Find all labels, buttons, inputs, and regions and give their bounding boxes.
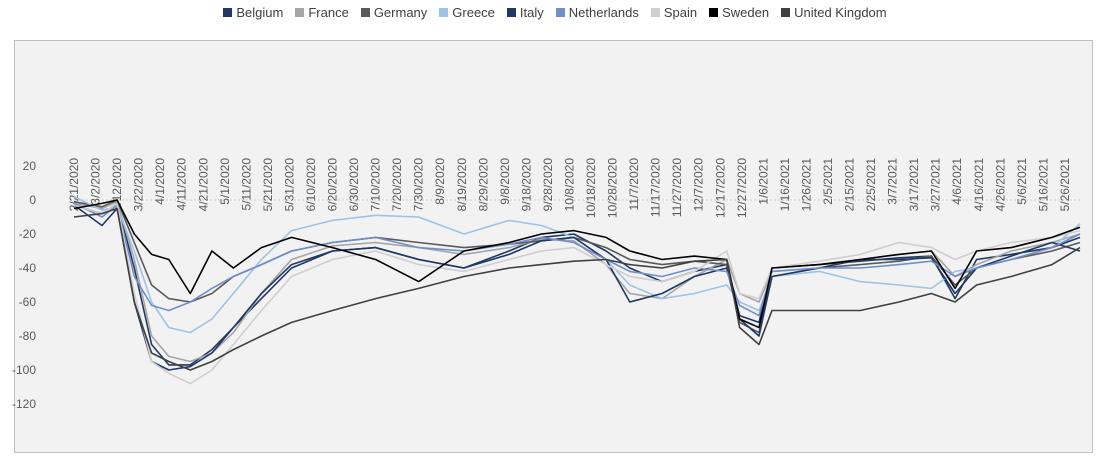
legend-swatch — [439, 7, 449, 17]
legend-label: Germany — [373, 4, 428, 20]
legend-item: France — [295, 4, 349, 20]
y-tick-label: 20 — [23, 159, 37, 173]
x-tick-label: 3/27/2021 — [929, 158, 943, 212]
x-tick-label: 5/26/2021 — [1058, 158, 1072, 212]
legend-label: United Kingdom — [794, 4, 887, 20]
x-tick-label: 3/7/2021 — [886, 158, 900, 205]
x-tick-label: 9/18/2020 — [519, 158, 533, 212]
legend-swatch — [223, 7, 233, 17]
legend: Belgium France Germany Greece Italy Netherlan… — [0, 2, 1110, 22]
legend-swatch — [360, 7, 370, 17]
x-tick-label: 7/30/2020 — [412, 158, 426, 212]
x-tick-label: 2/25/2021 — [864, 158, 878, 212]
series-line-netherlands — [73, 202, 1081, 317]
x-tick-label: 7/10/2020 — [369, 158, 383, 212]
legend-item: Sweden — [709, 5, 769, 20]
x-tick-label: 5/21/2020 — [261, 158, 275, 212]
legend-label: Spain — [663, 4, 698, 20]
x-tick-label: 3/12/2020 — [110, 158, 124, 212]
series-line-united-kingdom — [73, 207, 1081, 371]
x-tick-label: 5/16/2021 — [1036, 158, 1050, 212]
legend-swatch — [506, 7, 516, 17]
x-tick-label: 10/28/2020 — [606, 158, 620, 218]
legend-label: Belgium — [236, 4, 284, 20]
x-tick-label: 6/10/2020 — [304, 158, 318, 212]
x-tick-label: 4/21/2020 — [196, 158, 210, 212]
legend-swatch — [709, 7, 719, 17]
legend-label: Netherlands — [568, 4, 639, 20]
series-line-greece — [73, 195, 1081, 334]
legend-item: Greece — [439, 5, 495, 20]
x-tick-label: 4/1/2020 — [153, 158, 167, 205]
x-tick-label: 5/6/2021 — [1015, 158, 1029, 205]
x-tick-label: 1/16/2021 — [778, 158, 792, 212]
legend-item: Spain — [650, 4, 698, 20]
x-tick-label: 10/18/2020 — [584, 158, 598, 218]
series-line-sweden — [73, 199, 1081, 329]
y-tick-label: -60 — [19, 295, 37, 309]
x-tick-label: 12/27/2020 — [735, 158, 749, 218]
x-tick-label: 8/29/2020 — [476, 158, 490, 212]
x-tick-label: 3/2/2020 — [89, 158, 103, 205]
legend-swatch — [650, 7, 660, 17]
y-tick-label: -120 — [12, 397, 36, 411]
legend-label: Sweden — [722, 4, 770, 20]
legend-label: Italy — [519, 4, 544, 20]
x-tick-label: 8/19/2020 — [455, 158, 469, 212]
x-tick-label: 3/17/2021 — [907, 158, 921, 212]
x-tick-label: 2/15/2021 — [843, 158, 857, 212]
x-tick-label: 8/9/2020 — [433, 158, 447, 205]
x-tick-label: 5/31/2020 — [282, 158, 296, 212]
x-tick-label: 9/8/2020 — [498, 158, 512, 205]
legend-swatch — [555, 7, 565, 17]
x-tick-label: 10/8/2020 — [562, 158, 576, 212]
x-tick-label: 5/1/2020 — [218, 158, 232, 205]
legend-label: France — [308, 4, 349, 20]
x-tick-label: 12/7/2020 — [692, 158, 706, 212]
x-tick-label: 2/5/2021 — [821, 158, 835, 205]
x-tick-label: 4/6/2021 — [950, 158, 964, 205]
legend-swatch — [781, 7, 791, 17]
y-tick-label: -100 — [12, 363, 36, 377]
x-tick-label: 6/30/2020 — [347, 158, 361, 212]
legend-item: Germany — [360, 4, 428, 20]
x-tick-label: 1/26/2021 — [799, 158, 813, 212]
legend-swatch — [295, 7, 305, 17]
x-tick-label: 1/6/2021 — [756, 158, 770, 205]
x-tick-label: 4/11/2020 — [175, 158, 189, 211]
series-line-germany — [73, 199, 1081, 334]
x-tick-label: 9/28/2020 — [541, 158, 555, 212]
x-tick-label: 12/17/2020 — [713, 158, 727, 218]
series-line-spain — [73, 202, 1081, 385]
series-line-belgium — [73, 202, 1081, 366]
legend-item: Belgium — [223, 5, 283, 20]
x-tick-label: 6/20/2020 — [326, 158, 340, 212]
x-tick-label: 4/16/2021 — [972, 158, 986, 212]
y-tick-label: -20 — [19, 227, 37, 241]
x-tick-label: 11/27/2020 — [670, 158, 684, 217]
y-tick-label: -80 — [19, 329, 37, 343]
y-tick-label: 0 — [29, 193, 36, 207]
legend-label: Greece — [452, 4, 495, 20]
x-tick-label: 4/26/2021 — [993, 158, 1007, 212]
legend-item: Italy — [506, 4, 544, 20]
legend-item: United Kingdom — [781, 5, 887, 20]
x-tick-label: 5/11/2020 — [239, 158, 253, 211]
x-tick-label: 11/7/2020 — [627, 158, 641, 211]
x-tick-label: 11/17/2020 — [649, 158, 663, 217]
legend-item: Netherlands — [555, 4, 639, 20]
x-tick-label: 3/22/2020 — [132, 158, 146, 212]
y-tick-label: -40 — [19, 261, 37, 275]
plot-area — [14, 40, 1093, 453]
x-tick-label: 7/20/2020 — [390, 158, 404, 212]
